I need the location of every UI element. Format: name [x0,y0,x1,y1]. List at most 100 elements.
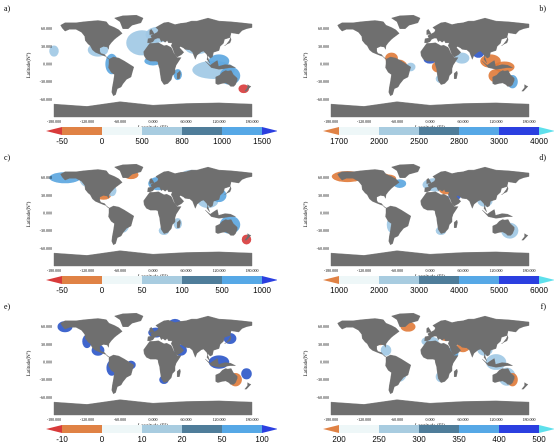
land-new-zealand [244,382,252,390]
land-uk [149,327,155,333]
land-north-america [337,169,400,209]
land-uk [426,178,432,184]
x-tick-label: 60.000 [181,119,192,124]
panel-a: a) 60.000 30.000 0.000 -30.000 -60.000 -180.0… [0,0,277,149]
colorbar-segment [182,276,222,284]
x-tick-label: 120.000 [490,119,503,124]
colorbar-segment [459,276,499,284]
land-uk [426,29,432,35]
y-tick-label: 30.000 [41,342,52,347]
panel-label: c) [4,153,11,162]
colorbar-label: 400 [492,435,506,444]
colorbar-label: 800 [175,137,189,146]
map-d: 60.000 30.000 0.000 -30.000 -60.000 -180.000 -… [304,163,554,295]
y-tick-label: -60.000 [317,97,329,102]
panel-label: d) [539,153,546,162]
colorbar-label: 1500 [253,137,271,146]
colorbar-label: 3000 [490,137,508,146]
map-b: 60.000 30.000 0.000 -30.000 -60.000 -180.000 -… [304,14,554,146]
panel-label: f) [540,302,546,311]
x-tick-label: 0.000 [149,119,158,124]
y-tick-label: 60.000 [41,26,52,31]
colorbar-label: -50 [56,137,68,146]
x-tick-label: -120.000 [80,268,94,273]
colorbar-segment [62,425,102,433]
y-tick-label: -30.000 [40,228,52,233]
x-tick-label: -120.000 [357,268,371,273]
y-axis-label: Latitude(N°) [304,201,309,227]
colorbar-left-arrow [46,425,62,433]
y-tick-label: 30.000 [41,193,52,198]
land-indonesia [205,60,236,70]
panel-e: e) 60.000 30.000 0.000 -30.000 -60.000 -180.0… [0,298,277,447]
panel-c: c) 60.000 30.000 0.000 -30.000 -60.000 -180.0… [0,149,277,298]
x-tick-label: -120.000 [80,119,94,124]
land-japan [224,334,232,344]
colorbar-left-arrow [46,127,62,135]
colorbar-segment [419,425,459,433]
colorbar-label: 2800 [450,137,468,146]
coastal-region [49,45,59,57]
colorbar-segment [102,276,142,284]
land-new-zealand [521,233,529,241]
colorbar-label: 250 [372,435,386,444]
map-f: 60.000 30.000 0.000 -30.000 -60.000 -180.000 -… [304,312,554,444]
land-madagascar [176,70,181,79]
land-south-america [108,56,135,97]
land-eurasia [424,17,530,64]
land-africa [420,191,459,234]
y-tick-label: -60.000 [317,246,329,251]
panel-label: b) [539,4,546,13]
panel-f: f) 60.000 30.000 0.000 -30.000 -60.000 -180.0… [277,298,554,447]
land-uk [149,29,155,35]
x-tick-label: 0.000 [426,268,435,273]
land-antarctica [53,399,253,416]
y-tick-label: 0.000 [43,360,52,365]
land-indonesia [482,358,513,368]
colorbar-segment [459,127,499,135]
y-tick-label: -30.000 [317,228,329,233]
x-tick-label: 180.000 [523,268,536,273]
x-tick-label: 0.000 [149,417,158,422]
land-south-america [385,205,412,246]
land-greenland [114,14,144,29]
land-australia [215,70,238,87]
land-australia [215,368,238,385]
x-tick-label: -120.000 [80,417,94,422]
land-south-america [385,56,412,97]
colorbar-segment [339,276,379,284]
panel-label: a) [4,4,11,13]
y-axis-label: Latitude(N°) [27,201,32,227]
colorbar-segment [102,127,142,135]
x-tick-label: 180.000 [246,119,259,124]
x-tick-label: 180.000 [246,417,259,422]
land-south-america [385,354,412,395]
x-tick-label: 60.000 [181,417,192,422]
colorbar-label: 2000 [370,286,388,295]
land-madagascar [453,70,458,79]
x-tick-label: -180.000 [324,417,338,422]
colorbar-label: 2500 [410,137,428,146]
colorbar-label: 6000 [530,286,548,295]
x-tick-label: 60.000 [181,268,192,273]
y-tick-label: -60.000 [40,97,52,102]
x-tick-label: 120.000 [213,417,226,422]
colorbar-label: 500 [135,137,149,146]
colorbar-segment [419,276,459,284]
land-australia [492,368,515,385]
x-tick-label: -180.000 [47,119,61,124]
colorbar-label: 4000 [530,137,548,146]
coastal-region [380,344,392,356]
land-indonesia [482,209,513,219]
map-a: 60.000 30.000 0.000 -30.000 -60.000 -180.000 -… [27,14,277,146]
x-tick-label: 0.000 [426,417,435,422]
y-tick-label: 0.000 [320,360,329,365]
land-antarctica [330,101,530,118]
land-africa [143,42,182,85]
colorbar-label: 100 [255,435,269,444]
land-africa [420,42,459,85]
x-tick-label: -60.000 [114,268,126,273]
land-japan [501,36,509,46]
y-tick-label: 30.000 [318,193,329,198]
y-tick-label: -60.000 [40,246,52,251]
